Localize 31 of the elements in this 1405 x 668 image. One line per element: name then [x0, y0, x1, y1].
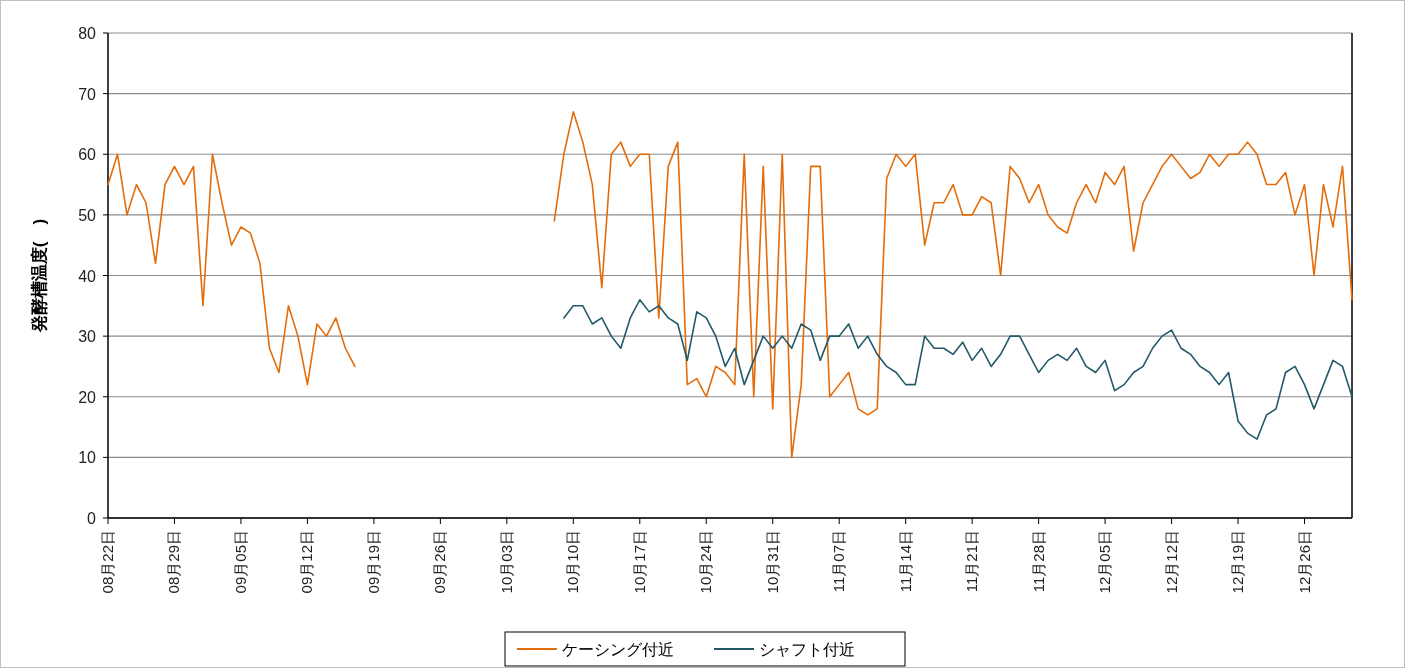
y-tick-label: 70: [78, 85, 97, 103]
x-tick-label: 10月10日: [564, 530, 582, 594]
y-tick-label: 10: [78, 449, 97, 467]
x-tick-label: 11月28日: [1029, 530, 1047, 593]
legend-label: シャフト付近: [759, 641, 855, 658]
x-tick-label: 08月29日: [165, 530, 183, 594]
x-tick-label: 10月03日: [497, 530, 515, 594]
y-tick-label: 40: [78, 267, 97, 285]
x-tick-label: 12月05日: [1096, 530, 1114, 594]
x-tick-label: 12月19日: [1229, 530, 1247, 594]
x-tick-label: 11月14日: [896, 530, 914, 593]
x-tick-label: 09月19日: [364, 530, 382, 594]
y-tick-label: 50: [78, 206, 97, 224]
x-tick-label: 11月21日: [963, 530, 981, 593]
x-tick-label: 09月05日: [231, 530, 249, 594]
y-axis-title: 発酵槽温度( ): [30, 218, 49, 334]
x-tick-label: 09月26日: [431, 530, 449, 594]
y-tick-label: 20: [78, 388, 97, 406]
y-tick-label: 80: [78, 25, 97, 42]
x-tick-label: 08月22日: [99, 530, 116, 594]
x-tick-label: 12月12日: [1162, 530, 1180, 594]
x-tick-label: 10月24日: [697, 530, 715, 594]
x-tick-label: 09月12日: [298, 530, 316, 594]
y-tick-label: 0: [87, 510, 97, 527]
x-tick-label: 11月07日: [830, 530, 848, 593]
y-tick-label: 60: [78, 146, 97, 164]
y-tick-label: 30: [78, 328, 97, 346]
x-tick-label: 10月31日: [763, 530, 781, 594]
legend-label: ケーシング付近: [562, 641, 674, 658]
x-tick-label: 10月17日: [630, 530, 648, 594]
x-tick-label: 12月26日: [1295, 530, 1313, 594]
